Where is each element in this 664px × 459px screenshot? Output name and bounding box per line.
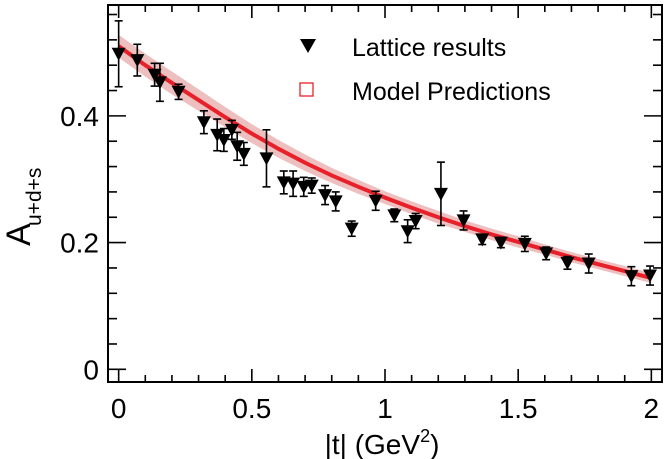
x-tick-label: 0.5 xyxy=(232,393,271,424)
lattice-data-point xyxy=(517,235,532,253)
lattice-data-point xyxy=(147,62,162,87)
lattice-marker xyxy=(475,233,490,247)
lattice-data-point xyxy=(624,265,639,287)
lattice-marker xyxy=(111,47,126,61)
model-curve xyxy=(117,44,652,281)
lattice-data-point xyxy=(304,177,319,194)
lattice-data-point xyxy=(581,253,596,274)
lattice-data-point xyxy=(433,161,448,227)
lattice-marker xyxy=(328,195,343,209)
lattice-marker xyxy=(152,76,167,90)
lattice-data-point xyxy=(387,208,402,223)
lattice-marker xyxy=(493,236,508,250)
lattice-marker xyxy=(236,147,251,161)
legend: Lattice results Model Predictions xyxy=(299,34,551,106)
lattice-marker xyxy=(560,256,575,270)
lattice-data-point xyxy=(259,129,274,188)
lattice-marker xyxy=(196,116,211,130)
y-tick-label: 0 xyxy=(83,354,99,385)
lattice-data-point xyxy=(408,212,423,230)
lattice-data-point xyxy=(216,127,231,153)
lattice-data-point xyxy=(196,110,211,135)
lattice-data-point xyxy=(493,236,508,250)
x-axis-label: |t| (GeV2) xyxy=(325,426,440,459)
lattice-marker xyxy=(408,215,423,229)
lattice-marker xyxy=(224,123,239,137)
lattice-data-point xyxy=(111,20,126,88)
x-tick-label: 2 xyxy=(644,393,660,424)
lattice-data-point xyxy=(328,191,343,212)
legend-lattice-label: Lattice results xyxy=(352,34,506,62)
lattice-marker xyxy=(387,209,402,223)
lattice-marker xyxy=(400,225,415,239)
x-tick-label: 1.5 xyxy=(499,393,538,424)
lattice-data-point xyxy=(286,170,301,198)
y-axis-label-subscript: u+d+s xyxy=(23,168,46,226)
lattice-data-point xyxy=(400,218,415,244)
lattice-marker xyxy=(216,133,231,147)
lattice-marker xyxy=(259,152,274,166)
lattice-marker xyxy=(318,189,333,203)
lattice-data-point xyxy=(210,118,225,152)
lattice-data-point xyxy=(539,246,554,261)
x-axis-label-close: ) xyxy=(430,429,439,459)
legend-lattice-marker xyxy=(300,39,316,53)
axis-ticks-layer: 0 0.5 1 1.5 2 0 0.2 0.4 xyxy=(60,5,662,424)
lattice-data-point xyxy=(475,233,490,247)
model-uncertainty-band-layer xyxy=(118,34,652,284)
lattice-marker xyxy=(456,214,471,228)
y-tick-label: 0.4 xyxy=(60,101,99,132)
lattice-data-point xyxy=(230,131,245,162)
lattice-marker xyxy=(130,54,145,68)
lattice-data-point xyxy=(368,190,383,212)
legend-model-label: Model Predictions xyxy=(352,78,551,106)
lattice-marker xyxy=(147,68,162,82)
lattice-data-point xyxy=(152,62,167,103)
lattice-marker xyxy=(210,128,225,142)
lattice-marker xyxy=(344,222,359,236)
lattice-marker xyxy=(368,194,383,208)
lattice-marker xyxy=(286,177,301,191)
lattice-data-point xyxy=(344,220,359,238)
lattice-points-layer xyxy=(111,20,658,287)
lattice-data-point xyxy=(318,184,333,206)
lattice-data-point xyxy=(130,43,145,77)
lattice-marker xyxy=(433,187,448,201)
lattice-marker xyxy=(230,140,245,154)
lattice-marker xyxy=(643,269,658,283)
lattice-marker xyxy=(171,85,186,99)
x-tick-label: 0 xyxy=(111,393,127,424)
lattice-data-point xyxy=(224,119,239,141)
lattice-marker xyxy=(304,179,319,193)
y-axis-label: A u+d+s xyxy=(0,168,46,246)
lattice-data-point xyxy=(560,255,575,271)
x-tick-label: 1 xyxy=(377,393,393,424)
model-uncertainty-band xyxy=(118,34,652,284)
x-axis-label-superscript: 2 xyxy=(420,426,430,446)
y-axis-label-main: A xyxy=(0,223,38,246)
lattice-data-point xyxy=(643,265,658,286)
lattice-marker xyxy=(581,257,596,271)
lattice-data-point xyxy=(456,210,471,231)
lattice-data-point xyxy=(171,83,186,101)
lattice-marker xyxy=(539,247,554,261)
legend-model-marker xyxy=(299,82,314,97)
model-curve-layer xyxy=(117,44,652,281)
lattice-marker xyxy=(517,237,532,251)
lattice-marker xyxy=(624,270,639,284)
x-axis-label-text: |t| (GeV xyxy=(325,429,421,459)
lattice-data-point xyxy=(236,141,251,167)
y-tick-label: 0.2 xyxy=(60,228,99,259)
